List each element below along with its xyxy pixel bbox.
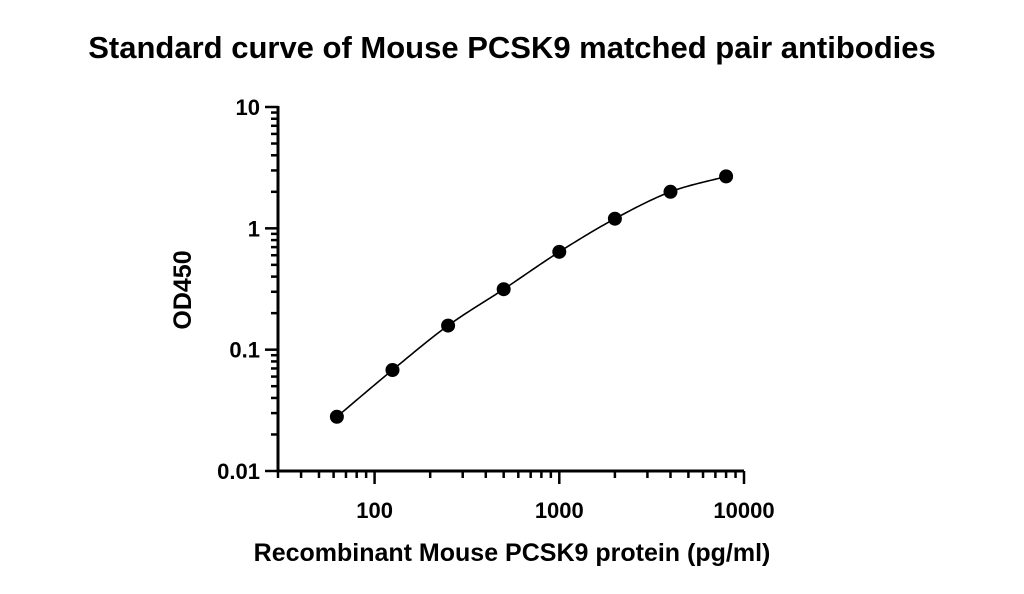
data-point: [441, 318, 456, 333]
data-point: [496, 282, 511, 297]
x-tick-label: 1000: [535, 498, 584, 523]
chart-title: Standard curve of Mouse PCSK9 matched pa…: [88, 30, 936, 65]
data-point: [719, 169, 734, 184]
data-point: [607, 211, 622, 226]
x-tick-label: 100: [356, 498, 393, 523]
data-point: [329, 409, 344, 424]
fit-curve: [336, 175, 727, 418]
y-tick-label: 0.01: [217, 459, 260, 484]
y-axis-label: OD450: [169, 250, 197, 329]
data-point: [552, 244, 567, 259]
x-tick-label: 10000: [713, 498, 774, 523]
data-point: [385, 362, 400, 377]
x-axis-label: Recombinant Mouse PCSK9 protein (pg/ml): [254, 539, 771, 567]
axes: 0.01 0.1 1 10 100 1000 10000: [217, 95, 774, 523]
y-tick-label: 10: [236, 95, 260, 120]
data-point: [663, 184, 678, 199]
y-tick-label: 1: [248, 216, 260, 241]
data-points: [329, 169, 734, 424]
y-tick-label: 0.1: [229, 338, 260, 363]
